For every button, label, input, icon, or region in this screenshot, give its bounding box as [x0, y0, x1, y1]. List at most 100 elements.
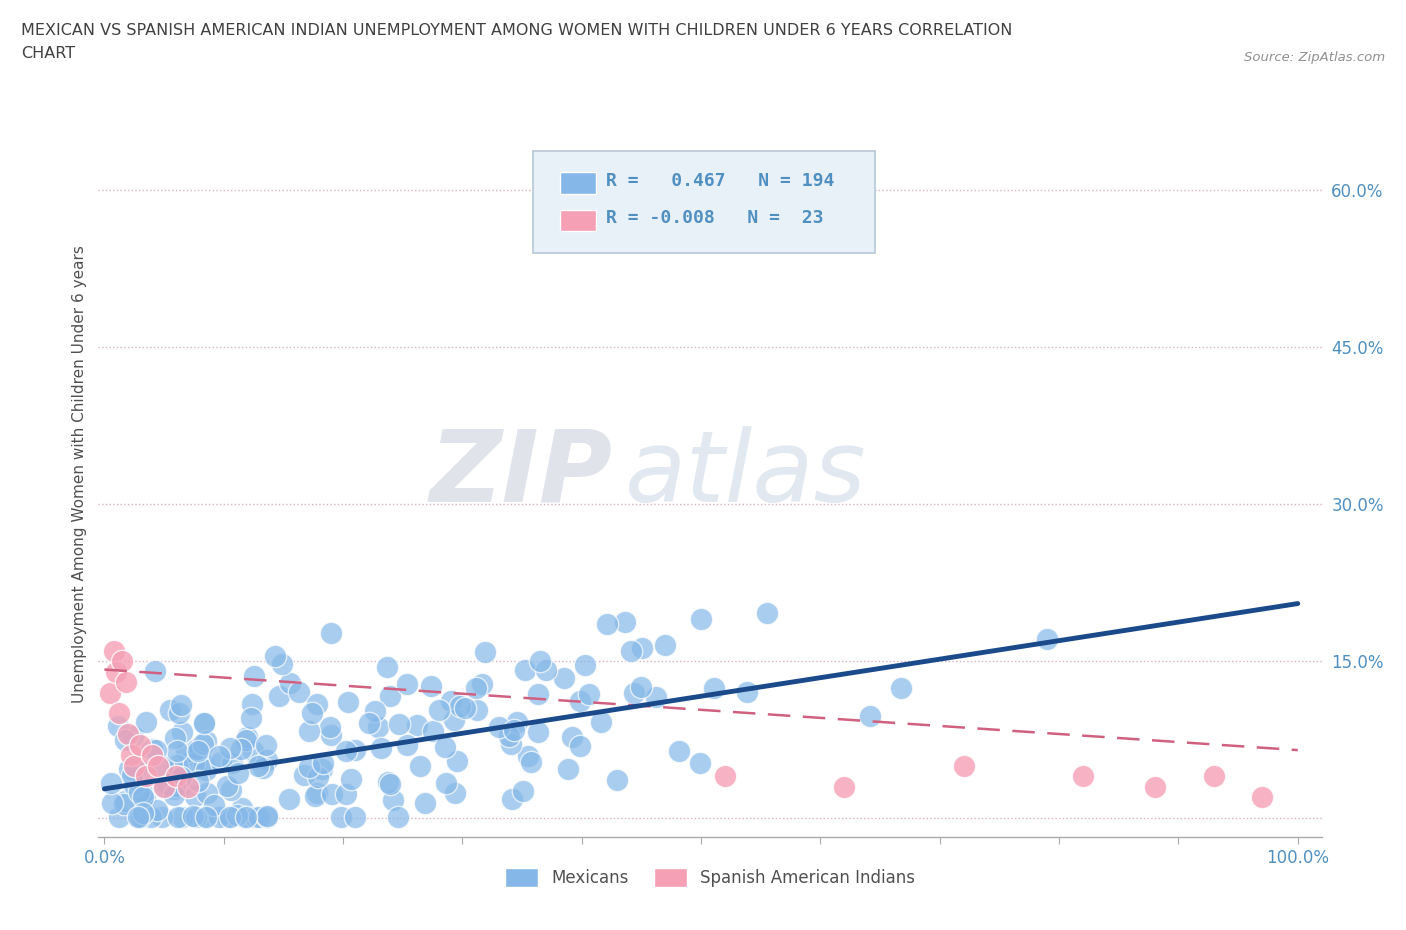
Point: [163, 731, 186, 746]
Point: [243, 810, 266, 825]
Point: [311, 762, 333, 777]
Point: [195, 810, 218, 825]
Point: [114, 796, 136, 811]
Point: [100, 776, 122, 790]
Point: [375, 659, 398, 674]
Point: [187, 742, 209, 757]
Point: [377, 775, 399, 790]
Point: [107, 706, 129, 721]
Point: [242, 669, 264, 684]
Text: ZIP: ZIP: [429, 426, 612, 523]
Point: [240, 711, 263, 725]
Text: Source: ZipAtlas.com: Source: ZipAtlas.com: [1244, 51, 1385, 64]
Point: [557, 762, 579, 777]
Point: [382, 792, 405, 807]
Point: [129, 764, 152, 778]
Point: [256, 752, 278, 767]
Point: [859, 709, 882, 724]
Point: [208, 748, 231, 763]
Text: CHART: CHART: [21, 46, 75, 61]
Point: [278, 675, 301, 690]
Point: [737, 685, 759, 700]
Point: [337, 695, 360, 710]
Point: [307, 697, 329, 711]
Point: [301, 705, 323, 720]
Point: [890, 680, 912, 695]
Point: [443, 712, 465, 727]
Point: [152, 779, 174, 794]
Point: [305, 785, 328, 800]
Point: [180, 752, 202, 767]
Point: [267, 689, 290, 704]
Point: [129, 737, 152, 752]
Point: [174, 745, 197, 760]
Point: [132, 785, 155, 800]
Point: [288, 684, 311, 699]
Point: [209, 754, 232, 769]
Point: [101, 795, 124, 810]
Point: [512, 783, 534, 798]
Point: [433, 739, 456, 754]
Text: R =   0.467   N = 194: R = 0.467 N = 194: [606, 171, 834, 190]
Point: [195, 785, 218, 800]
Point: [235, 732, 257, 747]
Point: [122, 758, 145, 773]
Point: [156, 777, 179, 792]
Point: [159, 703, 181, 718]
Point: [689, 611, 711, 626]
Point: [163, 781, 186, 796]
Point: [292, 767, 315, 782]
Point: [202, 798, 225, 813]
Point: [406, 718, 429, 733]
Point: [231, 801, 253, 816]
Point: [170, 810, 193, 825]
Point: [501, 791, 523, 806]
Point: [256, 808, 278, 823]
Point: [422, 724, 444, 738]
Point: [193, 716, 215, 731]
Point: [215, 810, 238, 825]
Point: [152, 759, 174, 774]
Point: [132, 806, 155, 821]
Y-axis label: Unemployment Among Women with Children Under 6 years: Unemployment Among Women with Children U…: [72, 246, 87, 703]
Point: [127, 810, 149, 825]
Point: [240, 697, 263, 711]
Point: [367, 720, 389, 735]
Point: [517, 749, 540, 764]
Point: [103, 644, 125, 658]
Point: [169, 764, 191, 779]
Point: [703, 681, 725, 696]
Point: [141, 741, 163, 756]
Point: [574, 658, 596, 672]
Point: [527, 686, 550, 701]
Point: [254, 737, 277, 752]
Point: [654, 637, 676, 652]
Point: [714, 769, 737, 784]
Point: [298, 760, 321, 775]
Bar: [560, 209, 596, 232]
Point: [235, 810, 257, 825]
Point: [242, 744, 264, 759]
Point: [256, 810, 278, 825]
Point: [132, 789, 155, 804]
Point: [165, 769, 187, 784]
Point: [668, 744, 690, 759]
Point: [247, 759, 270, 774]
Point: [832, 779, 855, 794]
Point: [689, 755, 711, 770]
Point: [304, 789, 326, 804]
Point: [271, 657, 294, 671]
Point: [553, 671, 575, 686]
Point: [167, 810, 190, 825]
Point: [118, 761, 141, 776]
Point: [568, 738, 591, 753]
Point: [121, 729, 143, 744]
Point: [343, 810, 366, 825]
Point: [165, 763, 187, 777]
Point: [121, 767, 143, 782]
Point: [630, 680, 652, 695]
Point: [120, 748, 142, 763]
Point: [319, 727, 342, 742]
Point: [498, 728, 520, 743]
Point: [186, 741, 208, 756]
